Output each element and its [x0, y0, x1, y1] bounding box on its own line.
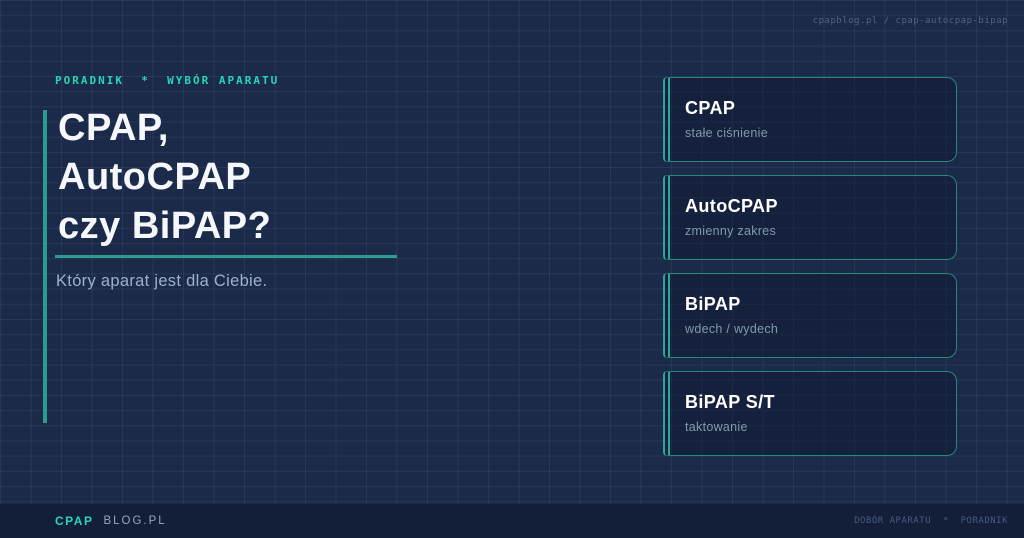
card-subtitle: zmienny zakres: [685, 224, 777, 238]
card-autocpap[interactable]: AutoCPAP zmienny zakres: [663, 175, 957, 260]
footer-tagline: DOBÓR APARATU * PORADNIK: [854, 516, 1008, 526]
card-subtitle: wdech / wydech: [685, 322, 779, 336]
card-cpap[interactable]: CPAP stałe ciśnienie: [663, 77, 957, 162]
page-title-line-2: AutoCPAP: [58, 156, 252, 198]
footer-bar: CPAP BLOG.PL DOBÓR APARATU * PORADNIK: [0, 504, 1024, 538]
page-title: CPAP, AutoCPAP czy BiPAP?: [58, 104, 271, 251]
page-title-line-3: czy BiPAP?: [58, 205, 272, 247]
breadcrumb-slug: cpapblog.pl / cpap-autocpap-bipap: [812, 16, 1008, 26]
title-accent-bar: [43, 110, 47, 423]
card-bipap[interactable]: BiPAP wdech / wydech: [663, 273, 957, 358]
card-title: BiPAP: [685, 294, 741, 314]
card-title: BiPAP S/T: [685, 392, 775, 412]
card-bipap-st[interactable]: BiPAP S/T taktowanie: [663, 371, 957, 456]
card-title: AutoCPAP: [685, 196, 778, 216]
card-subtitle: stałe ciśnienie: [685, 126, 769, 140]
footer-brand-secondary[interactable]: BLOG.PL: [103, 515, 167, 527]
page-title-line-1: CPAP,: [58, 107, 169, 149]
card-title: CPAP: [685, 98, 736, 118]
device-card-list: CPAP stałe ciśnienie AutoCPAP zmienny za…: [663, 77, 957, 456]
footer-brand-primary[interactable]: CPAP: [55, 514, 94, 528]
eyebrow-label: PORADNIK * WYBÓR APARATU: [55, 74, 280, 87]
card-subtitle: taktowanie: [685, 420, 748, 434]
page-subtitle: Który aparat jest dla Ciebie.: [56, 272, 268, 290]
title-underline-rule: [55, 255, 397, 258]
